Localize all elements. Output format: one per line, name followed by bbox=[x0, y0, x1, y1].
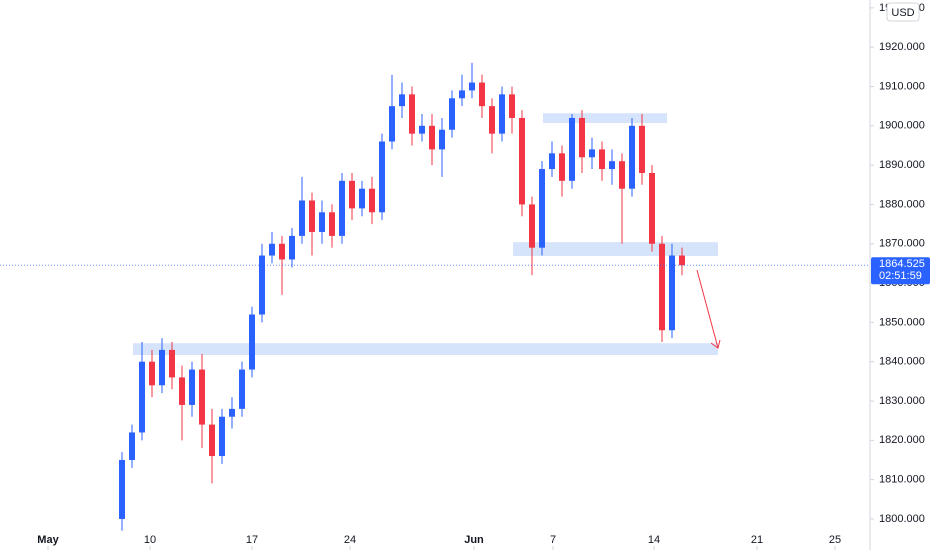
candle-body bbox=[489, 106, 495, 134]
candle-body bbox=[409, 94, 415, 134]
arrow-head bbox=[710, 339, 721, 349]
candle-body bbox=[639, 125, 645, 173]
candle-body bbox=[569, 117, 575, 181]
candle-body bbox=[439, 129, 445, 150]
candle-body bbox=[119, 459, 125, 519]
y-tick-label: 1920.000 bbox=[879, 41, 925, 53]
x-tick-label: Jun bbox=[464, 534, 484, 546]
candle-body bbox=[369, 188, 375, 213]
candle-body bbox=[589, 149, 595, 158]
candle-body bbox=[529, 204, 535, 248]
currency-label: USD bbox=[891, 7, 914, 19]
candle-body bbox=[319, 212, 325, 232]
candle-body bbox=[249, 314, 255, 370]
candle-body bbox=[289, 235, 295, 260]
candle-body bbox=[679, 255, 685, 266]
candle-body bbox=[199, 369, 205, 425]
y-tick-label: 1800.000 bbox=[879, 513, 925, 525]
candle-body bbox=[159, 349, 165, 386]
candle-body bbox=[269, 243, 275, 256]
zone bbox=[133, 343, 718, 356]
y-tick-label: 1900.000 bbox=[879, 120, 925, 132]
candle-body bbox=[239, 369, 245, 409]
candle-body bbox=[539, 169, 545, 248]
candle-body bbox=[279, 243, 285, 260]
candle-body bbox=[669, 255, 675, 331]
y-tick-label: 1820.000 bbox=[879, 434, 925, 446]
candle-body bbox=[149, 361, 155, 386]
candle-body bbox=[419, 125, 425, 134]
candle-body bbox=[659, 243, 665, 331]
y-tick-label: 1870.000 bbox=[879, 238, 925, 250]
candle-body bbox=[549, 153, 555, 170]
candle-body bbox=[359, 188, 365, 209]
candle-body bbox=[459, 90, 465, 99]
candle-body bbox=[259, 255, 265, 315]
x-tick-label: 7 bbox=[550, 534, 556, 546]
candle-body bbox=[349, 180, 355, 209]
candle-body bbox=[449, 98, 455, 130]
candle-body bbox=[309, 200, 315, 232]
candle-body bbox=[139, 361, 145, 433]
candle-body bbox=[629, 125, 635, 189]
y-tick-label: 1850.000 bbox=[879, 316, 925, 328]
zones bbox=[133, 113, 718, 356]
candle-body bbox=[619, 161, 625, 189]
candle-body bbox=[209, 424, 215, 457]
y-tick-label: 1810.000 bbox=[879, 474, 925, 486]
candle-body bbox=[389, 106, 395, 142]
candle-body bbox=[519, 117, 525, 205]
candle-body bbox=[379, 141, 385, 213]
x-tick-label: 14 bbox=[648, 534, 660, 546]
candle-body bbox=[339, 180, 345, 236]
x-tick-label: 21 bbox=[751, 534, 763, 546]
candle-body bbox=[649, 172, 655, 244]
x-tick-label: 24 bbox=[344, 534, 356, 546]
candle-body bbox=[559, 153, 565, 181]
candle-body bbox=[609, 161, 615, 170]
candle-body bbox=[179, 377, 185, 405]
y-tick-label: 1910.000 bbox=[879, 80, 925, 92]
y-tick-label: 1840.000 bbox=[879, 356, 925, 368]
y-tick-label: 1890.000 bbox=[879, 159, 925, 171]
zone bbox=[543, 113, 667, 124]
y-tick-label: 1880.000 bbox=[879, 198, 925, 210]
candle-body bbox=[299, 200, 305, 236]
x-tick-label: 10 bbox=[144, 534, 156, 546]
x-tick-label: May bbox=[37, 534, 59, 546]
candle-body bbox=[599, 149, 605, 170]
last-price-label: 1864.525 bbox=[879, 258, 925, 270]
candles bbox=[119, 62, 685, 531]
candle-body bbox=[469, 82, 475, 91]
candle-body bbox=[189, 369, 195, 405]
x-tick-label: 17 bbox=[246, 534, 258, 546]
candle-body bbox=[479, 82, 485, 107]
candle-body bbox=[129, 432, 135, 460]
candle-body bbox=[509, 94, 515, 118]
last-price-box bbox=[871, 257, 930, 285]
candle-body bbox=[499, 94, 505, 134]
candle-body bbox=[169, 349, 175, 378]
arrow-line bbox=[696, 269, 719, 349]
candle-body bbox=[399, 94, 405, 107]
candle-body bbox=[229, 408, 235, 417]
candle-body bbox=[329, 212, 335, 236]
zone bbox=[513, 242, 718, 256]
x-tick-label: 25 bbox=[829, 534, 841, 546]
y-tick-label: 1830.000 bbox=[879, 395, 925, 407]
countdown-label: 02:51:59 bbox=[879, 270, 922, 282]
currency-box bbox=[886, 2, 920, 22]
candle-body bbox=[219, 416, 225, 457]
candle-body bbox=[579, 117, 585, 158]
candle-body bbox=[429, 125, 435, 150]
